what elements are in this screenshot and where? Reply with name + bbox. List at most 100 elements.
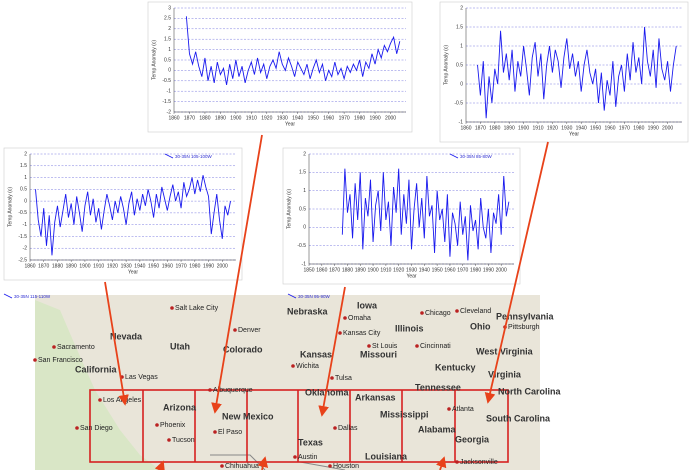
y-axis-label: Temp Anomaly (c) — [286, 189, 292, 229]
x-tick-label: 1990 — [483, 267, 494, 273]
y-axis-label: Temp Anomaly (c) — [151, 40, 157, 80]
x-tick-label: 1900 — [230, 115, 241, 121]
chart-frame — [282, 147, 521, 285]
x-tick-label: 1990 — [648, 125, 659, 131]
y-tick-label: -1.5 — [18, 234, 27, 240]
x-tick-label: 2000 — [662, 125, 673, 131]
data-line — [341, 168, 510, 261]
y-tick-label: 0 — [168, 68, 171, 74]
y-tick-label: -1 — [23, 222, 28, 228]
series-name: 30-35N 105-100W — [175, 154, 213, 159]
map-terrain — [35, 300, 160, 470]
x-tick-label: 1920 — [107, 263, 118, 269]
state-label: Texas — [298, 437, 323, 447]
x-tick-label: 1880 — [342, 267, 353, 273]
city-label: Sacramento — [57, 344, 95, 351]
y-tick-label: -2 — [23, 246, 28, 252]
city-label: Tulsa — [335, 375, 352, 382]
city-label: San Diego — [80, 425, 113, 432]
x-tick-label: 1870 — [475, 125, 486, 131]
x-tick-label: 1870 — [38, 263, 49, 269]
state-label: North Carolina — [498, 386, 561, 396]
legend-swatch — [449, 153, 459, 159]
city-dot — [213, 430, 217, 434]
x-tick-label: 1880 — [489, 125, 500, 131]
x-tick-label: 1940 — [419, 267, 430, 273]
state-label: West Virginia — [476, 346, 534, 356]
legend-swatch — [164, 153, 174, 159]
city-dot — [155, 423, 159, 427]
y-tick-label: -0.5 — [454, 100, 463, 106]
state-label: Nebraska — [287, 306, 329, 316]
state-label: Oklahoma — [305, 387, 350, 397]
data-line — [185, 16, 401, 86]
y-tick-label: 1.5 — [20, 163, 27, 169]
chart-frame — [439, 1, 689, 143]
state-label: Tennessee — [415, 382, 461, 392]
x-axis-label: Year — [285, 121, 295, 127]
y-tick-label: 1 — [168, 47, 171, 53]
data-line — [35, 175, 231, 256]
state-label: Mississippi — [380, 409, 429, 419]
y-tick-label: 1 — [460, 43, 463, 49]
city-label: Houston — [333, 463, 359, 470]
city-label: Dallas — [338, 425, 358, 432]
y-tick-label: 0 — [460, 81, 463, 87]
x-tick-label: 1880 — [199, 115, 210, 121]
city-label: Atlanta — [452, 406, 474, 413]
x-tick-label: 1940 — [292, 115, 303, 121]
y-tick-label: -0.5 — [162, 78, 171, 84]
y-tick-label: 1.5 — [456, 24, 463, 30]
y-tick-label: 0 — [24, 198, 27, 204]
x-tick-label: 1980 — [354, 115, 365, 121]
city-label: Los Angeles — [103, 397, 142, 404]
city-label: Tucson — [172, 437, 195, 444]
state-label: Georgia — [455, 434, 490, 444]
x-tick-label: 2000 — [385, 115, 396, 121]
series-name: 30-35N 115-110W — [14, 294, 51, 299]
x-tick-label: 1940 — [576, 125, 587, 131]
x-tick-label: 1980 — [470, 267, 481, 273]
x-tick-label: 1990 — [203, 263, 214, 269]
y-tick-label: 0 — [303, 225, 306, 231]
map: Salt Lake City Nevada Sacramento San Franci… — [33, 295, 561, 470]
x-tick-label: 1970 — [339, 115, 350, 121]
chart: -2.5 -2 -1.5 -1 -0.5 0 0.5 1 1.5 2 1860 1870 1880 189… — [3, 147, 243, 281]
y-tick-label: 2.5 — [164, 16, 171, 22]
x-tick-label: 1910 — [246, 115, 257, 121]
y-tick-label: 2 — [460, 5, 463, 11]
y-tick-label: 0.5 — [456, 62, 463, 68]
city-label: Phoenix — [160, 422, 186, 429]
state-label: Arkansas — [355, 392, 396, 402]
x-tick-label: 2000 — [217, 263, 228, 269]
y-tick-label: 0.5 — [299, 206, 306, 212]
state-label: New Mexico — [222, 411, 274, 421]
x-axis-label: Year — [569, 131, 579, 137]
x-tick-label: 1930 — [561, 125, 572, 131]
x-tick-label: 1950 — [308, 115, 319, 121]
city-label: Cincinnati — [420, 343, 451, 350]
x-tick-label: 1980 — [633, 125, 644, 131]
y-tick-label: 2 — [168, 26, 171, 32]
x-tick-label: 1890 — [355, 267, 366, 273]
legend-swatch — [3, 293, 13, 299]
y-tick-label: -2.5 — [18, 257, 27, 263]
y-axis-label: Temp Anomaly (c) — [7, 187, 13, 227]
x-tick-label: 1890 — [215, 115, 226, 121]
x-tick-label: 1960 — [323, 115, 334, 121]
y-tick-label: 3 — [168, 5, 171, 11]
state-label: Arizona — [163, 402, 197, 412]
x-tick-label: 1960 — [444, 267, 455, 273]
city-label: El Paso — [218, 429, 242, 436]
city-dot — [233, 328, 237, 332]
y-tick-label: -1 — [459, 119, 464, 125]
x-tick-label: 1920 — [393, 267, 404, 273]
y-tick-label: 2 — [303, 151, 306, 157]
city-dot — [338, 331, 342, 335]
x-tick-label: 1900 — [79, 263, 90, 269]
y-tick-label: 2 — [24, 151, 27, 157]
state-label: Colorado — [223, 344, 263, 354]
